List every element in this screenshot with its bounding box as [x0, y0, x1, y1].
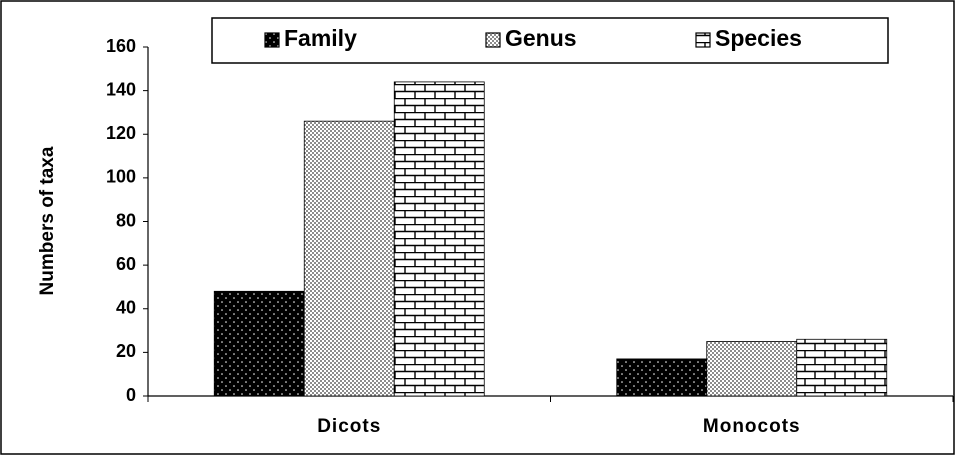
- bar: [393, 81, 485, 397]
- bar: [213, 290, 305, 397]
- bar: [706, 341, 798, 397]
- y-tick-label: 60: [116, 254, 136, 274]
- legend-swatch: [695, 32, 711, 48]
- y-axis-label: Numbers of taxa: [37, 146, 58, 295]
- legend-label: Family: [284, 25, 357, 51]
- x-tick-label: Monocots: [703, 416, 801, 437]
- bar: [303, 120, 395, 397]
- y-tick-label: 100: [106, 167, 136, 187]
- legend-label: Genus: [505, 25, 577, 51]
- legend-swatch: [264, 32, 280, 48]
- y-tick-label: 20: [116, 341, 136, 361]
- y-tick-label: 0: [126, 385, 136, 405]
- y-tick-label: 160: [106, 36, 136, 56]
- y-tick-label: 40: [116, 298, 136, 318]
- bar: [796, 338, 888, 397]
- legend-box: [211, 17, 889, 64]
- y-tick-label: 80: [116, 210, 136, 230]
- x-tick-label: Dicots: [317, 416, 381, 437]
- legend-swatch: [485, 32, 501, 48]
- y-tick-label: 120: [106, 123, 136, 143]
- legend-label: Species: [715, 25, 802, 51]
- y-tick-label: 140: [106, 79, 136, 99]
- bar: [616, 358, 708, 397]
